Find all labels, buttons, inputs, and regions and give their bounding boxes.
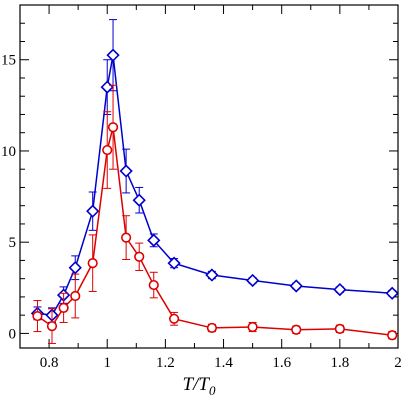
x-tick-label: 1.6 — [272, 355, 291, 371]
data-point-circle — [121, 232, 132, 243]
data-point-circle — [102, 144, 113, 156]
x-axis-title-main: T/T — [183, 374, 211, 395]
axis-ticks: 0.8 1 1.2 1.4 1.6 1.8 2 0 5 10 15 — [1, 4, 402, 371]
y-tick-label: 0 — [9, 326, 17, 342]
series-1 — [32, 84, 398, 344]
data-point-circle — [134, 251, 145, 262]
x-tick-label: 2 — [394, 355, 402, 371]
data-point-circle — [247, 321, 258, 333]
data-point-circle — [169, 313, 180, 324]
x-tick-label: 1.4 — [214, 355, 233, 371]
data-point-circle — [387, 330, 398, 341]
x-axis-title: T/T0 — [183, 374, 216, 398]
data-point-diamond — [245, 273, 260, 288]
data-point-diamond — [132, 193, 146, 207]
x-axis-title-sub: 0 — [209, 383, 216, 398]
data-point-circle — [206, 322, 218, 334]
data-point-circle — [70, 290, 81, 302]
series-group — [30, 19, 399, 344]
series-0 — [30, 19, 399, 323]
data-point-diamond — [147, 233, 161, 247]
data-point-diamond — [86, 204, 100, 218]
data-point-diamond — [289, 279, 303, 293]
data-point-diamond — [167, 256, 181, 270]
data-point-diamond — [68, 261, 82, 275]
y-tick-label: 10 — [1, 144, 16, 160]
x-tick-label: 0.8 — [40, 355, 59, 371]
y-tick-label: 5 — [9, 235, 17, 251]
data-point-diamond — [333, 282, 347, 297]
data-point-circle — [32, 310, 43, 322]
x-tick-label: 1 — [103, 355, 111, 371]
series-line — [37, 55, 393, 316]
data-point-circle — [291, 324, 302, 335]
data-point-circle — [58, 302, 69, 313]
data-point-diamond — [205, 268, 219, 282]
data-point-circle — [46, 321, 58, 332]
data-point-circle — [148, 279, 159, 291]
data-point-circle — [87, 258, 98, 269]
data-point-diamond — [385, 286, 399, 300]
plot-frame — [19, 4, 399, 349]
x-tick-label: 1.2 — [156, 355, 175, 371]
data-point-diamond — [106, 48, 120, 62]
x-tick-label: 1.8 — [330, 355, 349, 371]
data-point-circle — [107, 122, 119, 133]
data-point-diamond — [119, 164, 133, 178]
data-point-circle — [334, 323, 345, 334]
y-tick-label: 15 — [1, 53, 16, 69]
series-line — [37, 127, 393, 336]
